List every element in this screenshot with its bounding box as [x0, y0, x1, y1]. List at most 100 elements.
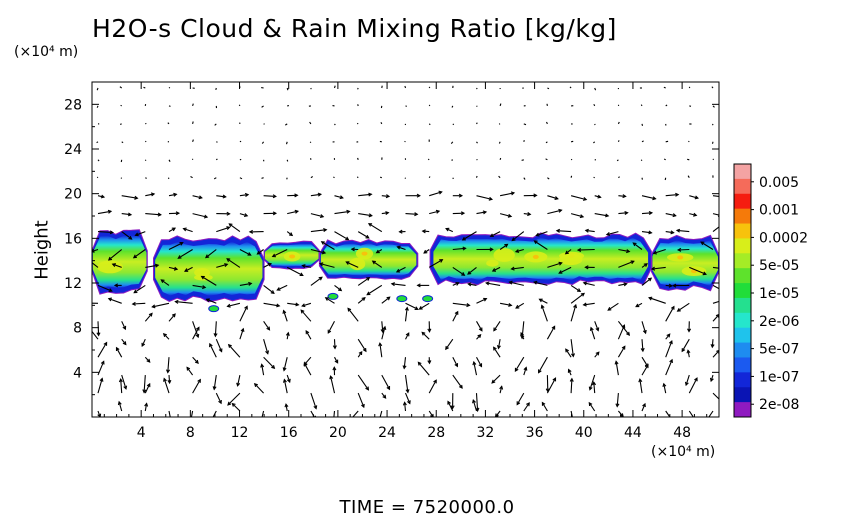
- wind-vector: [499, 103, 502, 107]
- wind-vector-head: [642, 402, 646, 408]
- wind-vector-head: [209, 342, 213, 348]
- wind-vector-head: [182, 227, 187, 232]
- wind-vector-head: [366, 291, 371, 296]
- x-axis-unit: (×10⁴ m): [651, 444, 716, 460]
- wind-vector-head: [458, 193, 464, 198]
- wind-vector-head: [226, 211, 231, 216]
- wind-vector-head: [205, 298, 210, 303]
- wind-vector-head: [427, 360, 432, 365]
- wind-vector: [143, 86, 146, 89]
- wind-vector: [632, 242, 643, 250]
- wind-vector: [536, 231, 548, 237]
- wind-vector: [286, 177, 288, 180]
- wind-vector-head: [317, 192, 323, 197]
- wind-vector-head: [493, 327, 497, 332]
- wind-vector: [192, 356, 199, 364]
- wind-vector-head: [694, 377, 698, 382]
- wind-vector-head: [700, 241, 705, 246]
- wind-vector: [192, 213, 208, 218]
- wind-vector-head: [652, 250, 658, 255]
- wind-vector: [583, 302, 595, 306]
- wind-vector: [475, 175, 478, 178]
- wind-vector-head: [160, 279, 165, 284]
- wind-vector: [588, 402, 596, 412]
- wind-vector-head: [212, 386, 217, 391]
- wind-vector: [192, 284, 206, 289]
- wind-vector-head: [526, 402, 530, 407]
- wind-vector: [545, 141, 548, 144]
- wind-vector-head: [558, 208, 563, 213]
- wind-vector-head: [510, 266, 515, 271]
- wind-vector: [239, 328, 244, 340]
- wind-vector-head: [460, 211, 466, 216]
- wind-vector-head: [478, 363, 483, 368]
- wind-vector: [183, 228, 193, 233]
- wind-vector: [545, 158, 548, 161]
- wind-vector: [473, 361, 478, 376]
- wind-vector-head: [439, 259, 444, 263]
- wind-vector: [175, 301, 193, 304]
- wind-vector: [97, 321, 100, 336]
- wind-vector: [475, 393, 479, 411]
- wind-vector: [213, 177, 217, 180]
- wind-vector: [119, 123, 122, 125]
- wind-vector-head: [253, 382, 258, 388]
- cloud-patch: [320, 243, 417, 276]
- wind-vector: [305, 330, 312, 340]
- wind-vector-head: [567, 368, 572, 373]
- wind-vector: [514, 356, 525, 372]
- wind-vector: [689, 213, 697, 216]
- wind-vector: [493, 320, 501, 332]
- wind-vector-head: [227, 343, 232, 348]
- wind-vector-head: [248, 281, 253, 286]
- cloud-core: [486, 259, 499, 267]
- wind-vector-head: [421, 331, 426, 336]
- wind-vector-head: [632, 242, 637, 247]
- wind-vector: [498, 141, 501, 144]
- wind-vector-head: [236, 382, 241, 387]
- wind-vector-head: [466, 303, 471, 308]
- wind-vector-head: [417, 361, 422, 366]
- wind-vector: [570, 140, 574, 143]
- wind-vector: [577, 248, 595, 251]
- wind-vector: [451, 105, 454, 108]
- wind-vector-head: [324, 297, 329, 301]
- wind-vector: [216, 195, 226, 198]
- wind-vector: [277, 284, 288, 291]
- wind-vector: [565, 348, 572, 358]
- wind-vector: [302, 302, 312, 307]
- wind-vector: [168, 242, 183, 250]
- wind-vector-head: [177, 255, 182, 259]
- wind-vector: [523, 367, 527, 376]
- wind-vector: [641, 364, 649, 376]
- wind-vector: [618, 176, 620, 179]
- wind-vector: [665, 410, 671, 417]
- wind-vector-head: [669, 358, 673, 363]
- wind-vector: [209, 343, 217, 358]
- wind-vector-head: [597, 194, 602, 199]
- wind-vector: [381, 374, 390, 390]
- wind-vector: [618, 195, 626, 197]
- wind-vector-head: [240, 327, 245, 333]
- wind-vector-head: [515, 304, 520, 309]
- wind-vector: [120, 177, 123, 179]
- wind-vector-head: [551, 325, 556, 330]
- wind-vector-head: [320, 241, 325, 245]
- wind-vector: [261, 105, 264, 108]
- wind-vector: [214, 321, 217, 337]
- wind-vector: [310, 176, 314, 179]
- wind-vector-head: [582, 281, 588, 286]
- wind-vector: [121, 195, 138, 199]
- wind-vector: [319, 263, 335, 268]
- wind-vector-head: [92, 248, 95, 253]
- wind-vector-head: [366, 277, 371, 281]
- wind-vector: [309, 121, 312, 125]
- wind-vector-head: [496, 345, 501, 350]
- wind-vector: [215, 158, 218, 161]
- wind-vector: [534, 240, 548, 250]
- wind-vector-head: [624, 210, 629, 215]
- wind-vector: [570, 284, 581, 292]
- wind-vector: [678, 248, 690, 251]
- wind-vector-head: [301, 264, 306, 269]
